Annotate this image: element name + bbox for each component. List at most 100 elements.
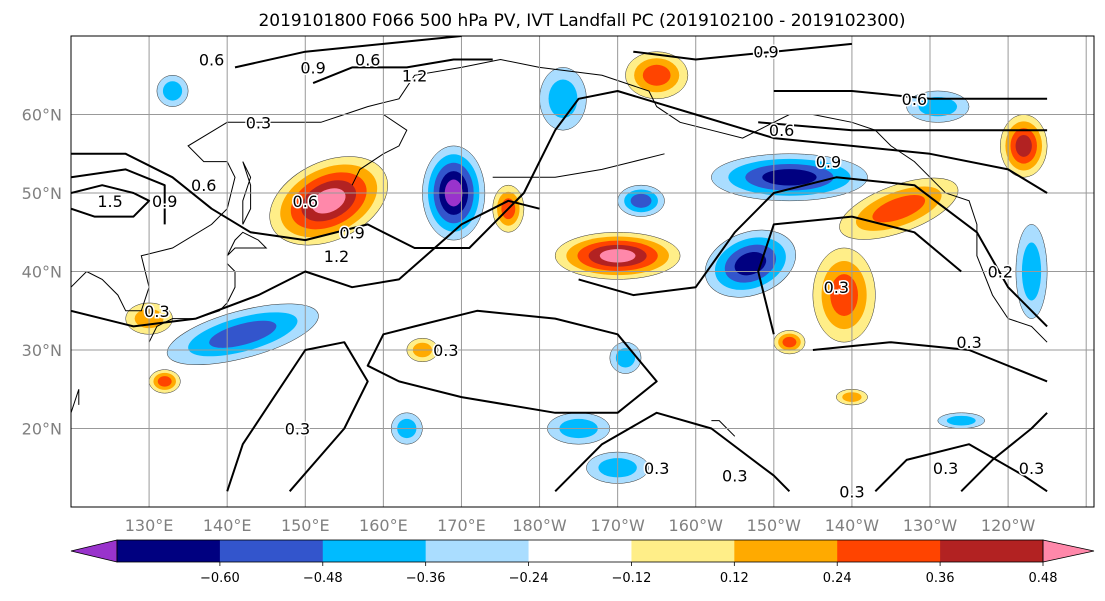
lon-tick-label: 160°W	[669, 516, 724, 535]
colorbar-tick-label: −0.48	[303, 571, 343, 586]
coastline	[242, 161, 252, 225]
anomaly-band	[157, 376, 172, 387]
anomaly-band	[782, 336, 797, 348]
lat-tick-label: 60°N	[22, 106, 62, 125]
ivt-contour	[960, 412, 1048, 493]
colorbar-segment	[322, 540, 427, 562]
ivt-contour	[71, 90, 1048, 249]
ivt-contour	[554, 411, 791, 493]
anomaly-band	[642, 64, 671, 86]
colorbar-segment	[117, 540, 221, 562]
lon-tick-label: 150°E	[281, 516, 330, 535]
contour-label: 0.9	[152, 192, 177, 211]
contour-label: 0.9	[339, 223, 364, 242]
anomaly-band	[918, 96, 958, 117]
contour-label: 0.9	[753, 43, 778, 62]
contour-label: 0.9	[816, 153, 841, 172]
colorbar-segment	[734, 540, 838, 562]
colorbar-tick-label: −0.12	[612, 571, 652, 586]
contour-label: 0.3	[933, 459, 958, 478]
anomaly-band	[762, 169, 817, 186]
contour-label: 0.3	[722, 467, 747, 486]
contour-label: 0.3	[644, 459, 669, 478]
contour-label: 1.5	[97, 192, 122, 211]
ivt-contour	[633, 42, 852, 61]
colorbar-tick-label: −0.36	[406, 571, 446, 586]
lon-tick-label: 170°E	[437, 516, 486, 535]
ivt-contour	[874, 443, 1048, 493]
coastline	[71, 58, 540, 312]
colorbar-segment	[837, 540, 941, 562]
pv-anomaly	[156, 75, 189, 107]
contour-label: 0.6	[769, 121, 794, 140]
contour-label: 0.3	[824, 278, 849, 297]
lon-tick-label: 150°W	[747, 516, 802, 535]
ivt-contour	[757, 215, 962, 335]
ivt-contour-lines	[71, 36, 1048, 493]
ivt-contour	[758, 121, 1048, 132]
contour-label: 0.6	[191, 176, 216, 195]
ivt-contour	[312, 58, 493, 85]
pv-anomaly	[937, 412, 985, 429]
lon-tick-label: 120°W	[981, 516, 1036, 535]
anomaly-band	[946, 415, 976, 426]
contour-label: 0.2	[988, 263, 1013, 282]
colorbar-tick-label: −0.60	[200, 571, 240, 586]
coastline	[492, 153, 665, 178]
contour-label: 0.3	[956, 333, 981, 352]
coastline	[71, 389, 80, 413]
anomaly-band	[872, 195, 926, 223]
ivt-contour	[226, 341, 369, 492]
ivt-contour	[71, 184, 151, 218]
colorbar	[70, 539, 1095, 563]
contour-label: 0.3	[144, 302, 169, 321]
pv-anomaly	[148, 369, 181, 394]
contour-label: 0.9	[300, 58, 325, 77]
colorbar-extend-high	[1042, 539, 1095, 563]
latitude-tick-labels: 60°N 50°N 40°N 30°N 20°N	[22, 106, 62, 439]
colorbar-tick-labels: −0.60 −0.48 −0.36 −0.24 −0.12 0.12 0.24 0.36 0.4…	[200, 562, 1057, 586]
lon-tick-label: 130°W	[903, 516, 958, 535]
anomaly-band	[1015, 134, 1032, 157]
pv-anomaly	[617, 184, 665, 217]
colorbar-segment	[219, 540, 324, 562]
anomaly-band	[209, 320, 277, 348]
lat-tick-label: 30°N	[22, 341, 62, 360]
colorbar-segment	[528, 540, 632, 562]
pv-anomaly	[773, 330, 806, 355]
contour-label: 0.6	[293, 192, 318, 211]
colorbar-tick-label: 0.36	[926, 571, 955, 586]
ivt-contour	[773, 90, 1048, 100]
anomaly-band	[548, 79, 578, 119]
contour-label: 1.2	[402, 66, 427, 85]
anomaly-band	[311, 188, 346, 214]
map-frame	[70, 35, 1095, 508]
contour-label: 0.3	[285, 420, 310, 439]
contour-label: 0.3	[839, 482, 864, 501]
contour-label: 1.2	[324, 247, 349, 266]
contour-label: 0.3	[1019, 459, 1044, 478]
contour-label: 0.6	[199, 51, 224, 70]
lat-tick-label: 40°N	[22, 263, 62, 282]
colorbar-extend-low	[70, 539, 118, 563]
pv-anomaly	[704, 229, 796, 298]
colorbar-segment	[631, 540, 735, 562]
anomaly-band	[630, 193, 652, 208]
lon-tick-label: 140°E	[203, 516, 252, 535]
coastline	[711, 420, 736, 437]
contour-labels: 0.6 0.6 0.9 1.2 0.9 0.6 0.6 0.9 0.3 0.6 1.5 0.9 0.6 0…	[96, 41, 1046, 503]
pv-anomaly	[269, 156, 388, 246]
map-title: 2019101800 F066 500 hPa PV, IVT Landfall…	[258, 11, 905, 31]
anomaly-band	[615, 348, 636, 368]
lon-tick-label: 180°W	[512, 516, 567, 535]
coastline	[351, 114, 408, 186]
ivt-contour	[234, 36, 462, 69]
lon-tick-label: 140°W	[825, 516, 880, 535]
contour-label: 0.3	[246, 113, 271, 132]
colorbar-tick-label: 0.12	[720, 571, 749, 586]
pv-anomaly	[625, 51, 689, 100]
coastline	[226, 231, 268, 257]
colorbar-frame	[116, 539, 1044, 563]
lat-tick-label: 20°N	[22, 420, 62, 439]
